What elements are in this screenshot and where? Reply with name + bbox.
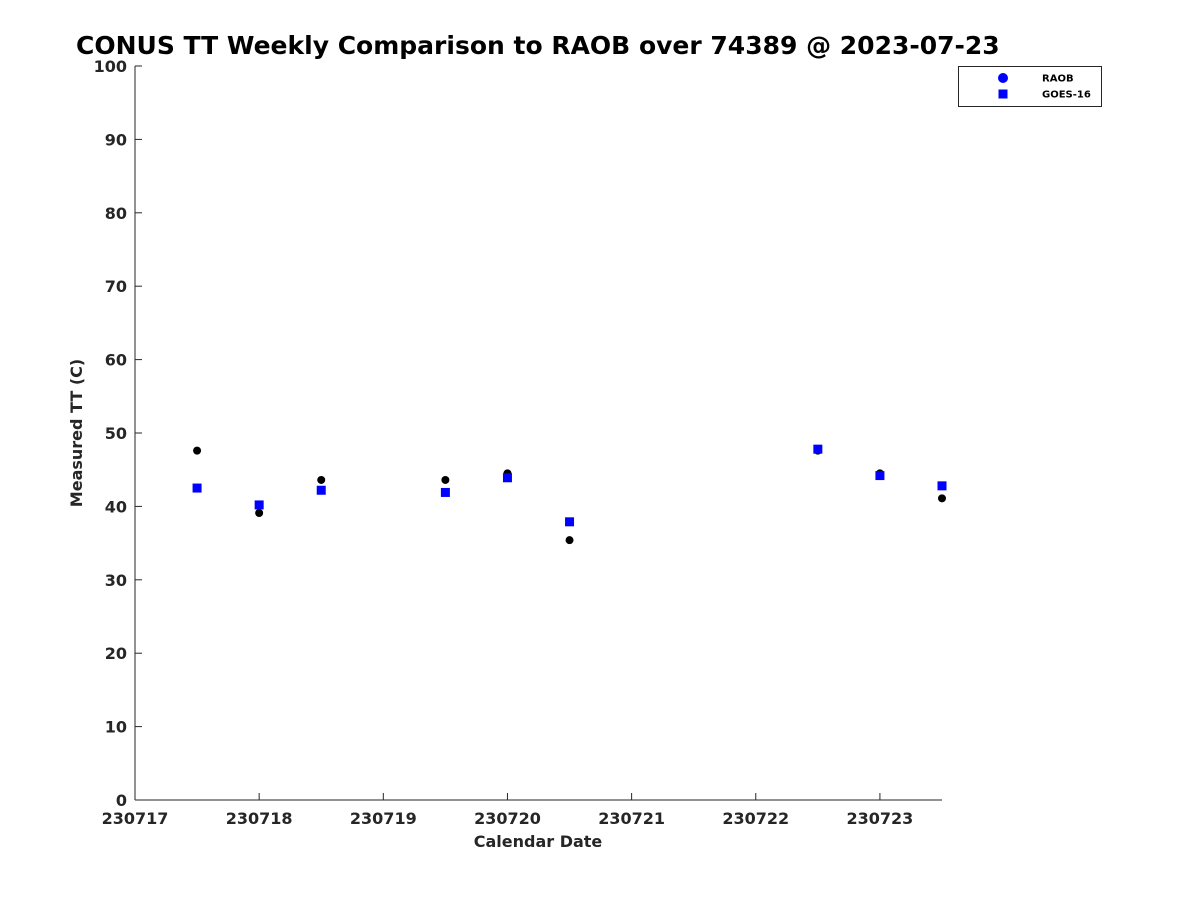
legend-raob-label: RAOB	[1042, 74, 1074, 85]
y-tick-label: 90	[105, 130, 127, 149]
goes-16-point	[502, 473, 512, 483]
y-tick-label: 50	[105, 424, 127, 443]
goes-16-point	[316, 485, 326, 495]
x-tick-label: 230720	[474, 809, 541, 828]
goes-16-point	[440, 487, 450, 497]
y-tick-label: 10	[105, 718, 127, 737]
raob-point	[565, 536, 574, 545]
plot-axes	[134, 66, 942, 801]
goes-16-point	[254, 500, 264, 510]
goes-16-point	[565, 517, 575, 527]
y-tick-label: 30	[105, 571, 127, 590]
goes-16-point	[813, 444, 823, 454]
y-tick-label: 20	[105, 644, 127, 663]
y-tick-label: 0	[116, 791, 127, 810]
y-tick-label: 60	[105, 351, 127, 370]
legend-box	[958, 66, 1102, 107]
legend-goes-label: GOES-16	[1042, 90, 1091, 101]
x-tick-label: 230719	[350, 809, 417, 828]
chart-title: CONUS TT Weekly Comparison to RAOB over …	[76, 31, 1000, 60]
legend-goes-marker	[998, 89, 1008, 99]
x-tick-label: 230722	[722, 809, 789, 828]
x-tick-label: 230723	[847, 809, 914, 828]
raob-point	[193, 446, 202, 455]
data-points	[192, 444, 947, 545]
legend-raob-marker	[998, 73, 1008, 83]
x-tick-label: 230721	[598, 809, 665, 828]
y-tick-label: 70	[105, 277, 127, 296]
raob-point	[938, 494, 946, 503]
goes-16-point	[875, 471, 885, 481]
y-tick-label: 40	[105, 497, 127, 516]
y-tick-label: 100	[94, 57, 127, 76]
raob-point	[317, 475, 326, 484]
x-axis-label: Calendar Date	[474, 832, 603, 851]
x-axis-ticks: 230717 230718 230719 230720 230721 230722 2307…	[102, 793, 914, 828]
y-axis-ticks: 0 10 20 30 40 50 60 70 80 90 100	[94, 57, 142, 810]
raob-point	[255, 509, 264, 518]
legend: RAOB GOES-16	[958, 66, 1102, 107]
x-tick-label: 230717	[102, 809, 169, 828]
goes-16-point	[192, 483, 202, 493]
x-tick-label: 230718	[226, 809, 293, 828]
raob-point	[441, 475, 450, 484]
y-axis-label: Measured TT (C)	[67, 359, 86, 507]
goes-16-point	[937, 481, 947, 491]
y-tick-label: 80	[105, 204, 127, 223]
